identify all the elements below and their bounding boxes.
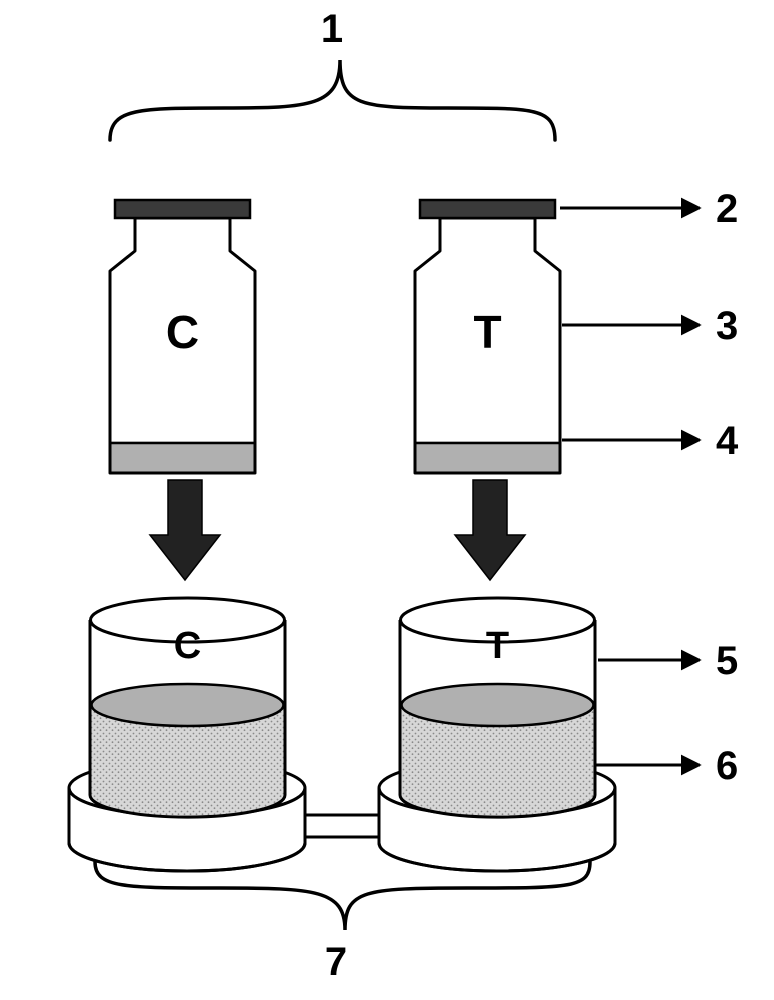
cup-right-letter: T [486, 625, 509, 667]
callout-7-label: 7 [325, 940, 347, 984]
leader-2: 2 [560, 187, 738, 231]
down-arrow-right [455, 480, 525, 580]
vial-left-reagent [112, 442, 254, 472]
vial-left-cap [115, 200, 250, 218]
vial-right-cap [420, 200, 555, 218]
callout-1-label: 1 [321, 7, 343, 51]
vial-right-reagent [417, 442, 559, 472]
vial-right-letter: T [473, 306, 501, 358]
callout-2-label: 2 [716, 187, 738, 231]
vial-right: T [415, 200, 560, 473]
down-arrow-left [150, 480, 220, 580]
callout-6-label: 6 [716, 744, 738, 788]
cup-left-letter: C [174, 625, 201, 667]
leader-6: 6 [596, 744, 738, 788]
top-bracket: 1 [110, 7, 555, 140]
callout-4-label: 4 [716, 419, 739, 463]
leader-3: 3 [562, 304, 738, 348]
cup-right: T [400, 598, 595, 817]
leader-5: 5 [598, 639, 738, 683]
vial-left-letter: C [166, 306, 199, 358]
leader-4: 4 [562, 419, 739, 463]
callout-3-label: 3 [716, 304, 738, 348]
vial-left: C [110, 200, 255, 473]
cup-left: C [90, 598, 285, 817]
bottom-bracket: 7 [95, 862, 590, 984]
callout-5-label: 5 [716, 639, 738, 683]
